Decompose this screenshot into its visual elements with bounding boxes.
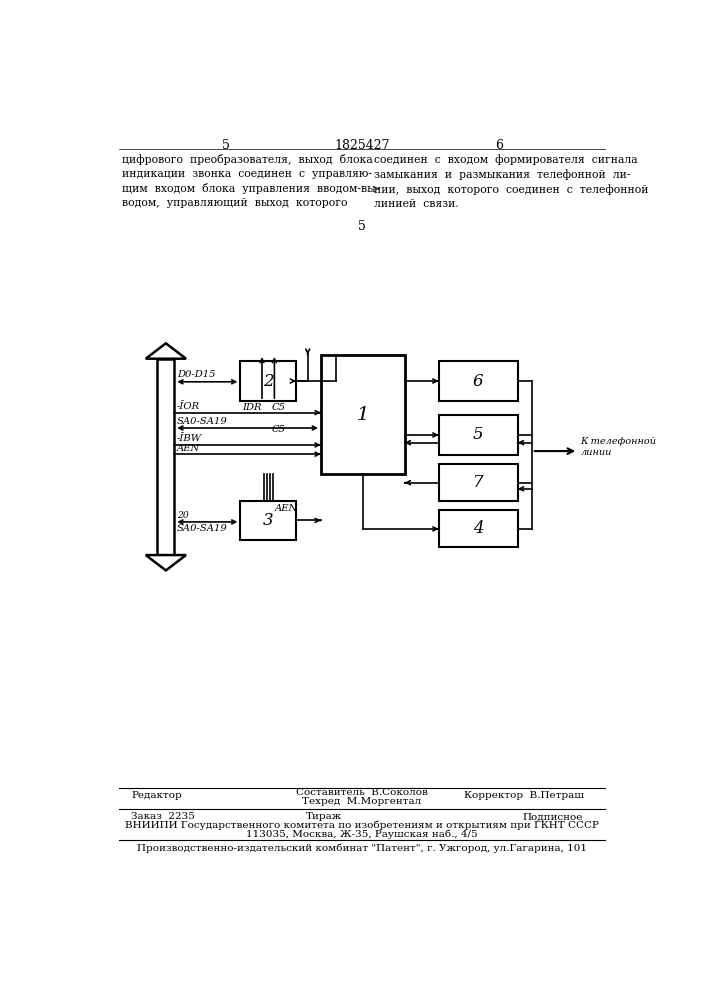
Text: К телефонной
линии: К телефонной линии [580,437,657,457]
Text: 2: 2 [263,373,274,390]
Text: 1825427: 1825427 [334,139,390,152]
Text: 3: 3 [263,512,274,529]
Bar [438,415,518,455]
Text: C5: C5 [272,403,286,412]
Text: Подписное: Подписное [522,812,583,821]
Text: -ĪOR: -ĪOR [177,402,200,411]
Text: SA0-SA19: SA0-SA19 [177,524,228,533]
Text: соединен  с  входом  формирователя  сигнала
замыкания  и  размыкания  телефонной: соединен с входом формирователя сигнала … [373,154,648,209]
Text: 113035, Москва, Ж-35, Раушская наб., 4/5: 113035, Москва, Ж-35, Раушская наб., 4/5 [246,830,478,839]
Text: Корректор  В.Петраш: Корректор В.Петраш [464,791,585,800]
Polygon shape [146,343,186,359]
Text: 1: 1 [356,406,369,424]
Bar [240,501,296,540]
Polygon shape [158,359,175,555]
Text: 4: 4 [473,520,484,537]
Bar [321,355,404,474]
Text: -ĪBW: -ĪBW [177,434,201,443]
Bar [240,361,296,401]
Text: 6: 6 [495,139,503,152]
Text: Производственно-издательский комбинат "Патент", г. Ужгород, ул.Гагарина, 101: Производственно-издательский комбинат "П… [137,844,587,853]
Text: 5: 5 [221,139,230,152]
Text: Заказ  2235: Заказ 2235 [131,812,195,821]
Text: Редактор: Редактор [131,791,182,800]
Text: ĪDR: ĪDR [242,403,262,412]
Polygon shape [146,555,186,570]
Text: 5: 5 [358,220,366,233]
Text: SA0-SA19: SA0-SA19 [177,417,228,426]
Text: 20: 20 [177,511,189,520]
Bar [438,510,518,547]
Text: AEN: AEN [274,504,298,513]
Text: Тираж: Тираж [305,812,341,821]
Text: 5: 5 [473,426,484,443]
Text: 7: 7 [473,474,484,491]
Text: D0-D15: D0-D15 [177,370,215,379]
Text: Техред  М.Моргентал: Техред М.Моргентал [303,797,421,806]
Text: C5: C5 [272,425,286,434]
Bar [438,464,518,501]
Text: Составитель  В.Соколов: Составитель В.Соколов [296,788,428,797]
Text: ВНИИПИ Государственного комитета по изобретениям и открытиям при ГКНТ СССР: ВНИИПИ Государственного комитета по изоб… [125,821,599,830]
Text: AEN: AEN [177,444,200,453]
Bar [438,361,518,401]
Text: 6: 6 [473,373,484,390]
Text: цифрового  преобразователя,  выход  блока
индикации  звонка  соединен  с  управл: цифрового преобразователя, выход блока и… [122,154,379,208]
